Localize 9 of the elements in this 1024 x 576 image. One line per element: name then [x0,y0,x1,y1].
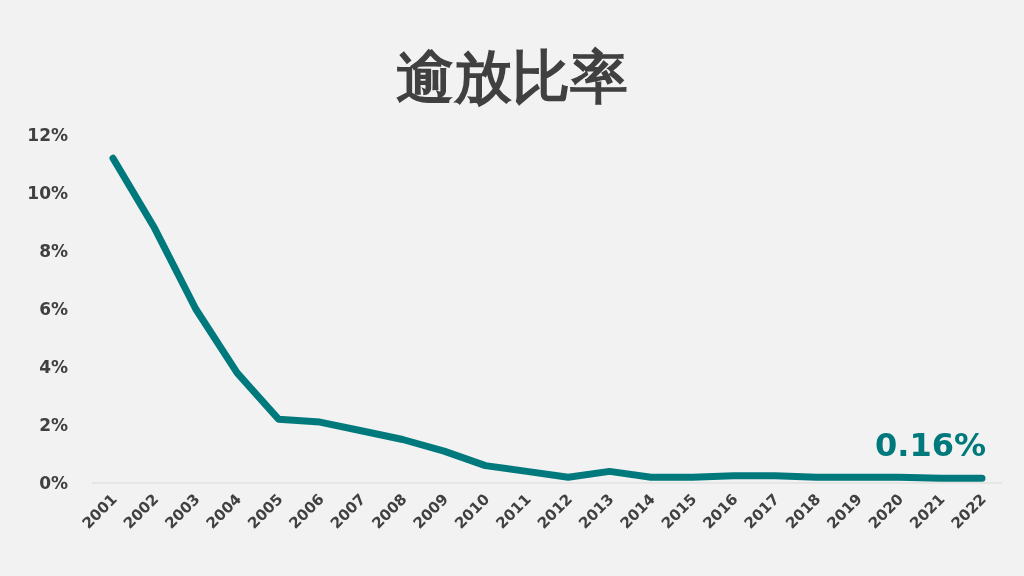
chart-title: 逾放比率 [396,43,628,111]
y-tick-label: 2% [39,415,68,435]
y-tick-label: 8% [39,241,68,261]
y-tick-label: 0% [39,473,68,493]
y-tick-label: 4% [39,357,68,377]
y-tick-label: 12% [27,125,68,145]
y-tick-label: 6% [39,299,68,319]
y-tick-label: 10% [27,183,68,203]
annotation: 0.16% [874,426,986,465]
